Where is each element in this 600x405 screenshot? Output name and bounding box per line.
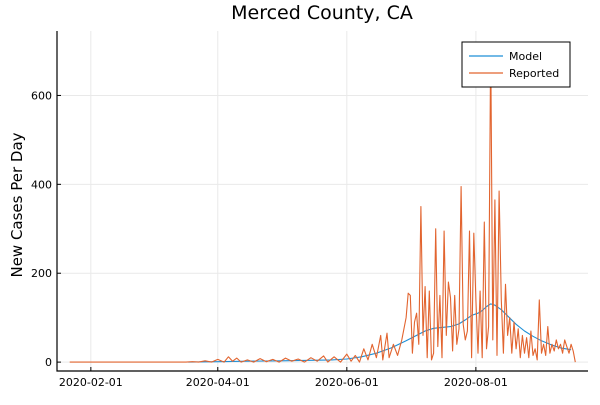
legend-label-model: Model	[509, 50, 542, 63]
series-line-reported	[69, 41, 576, 363]
y-axis-label: New Cases Per Day	[8, 132, 26, 277]
y-tick-label: 600	[31, 89, 52, 102]
y-tick-label: 400	[31, 178, 52, 191]
chart-title: Merced County, CA	[231, 2, 413, 24]
x-tick-label: 2020-06-01	[315, 376, 379, 389]
legend: Model Reported	[461, 41, 571, 88]
x-tick-label: 2020-02-01	[59, 376, 123, 389]
legend-box	[461, 41, 571, 88]
axis-frame	[56, 31, 588, 372]
x-tick-label: 2020-04-01	[186, 376, 250, 389]
plot-series	[69, 41, 576, 363]
y-tick-label: 0	[45, 356, 52, 369]
x-tick-label: 2020-08-01	[444, 376, 508, 389]
y-tick-label: 200	[31, 267, 52, 280]
grid-lines	[57, 31, 588, 371]
axes: 2020-02-01 2020-04-01 2020-06-01 2020-08-01…	[31, 31, 588, 389]
legend-label-reported: Reported	[509, 67, 559, 80]
